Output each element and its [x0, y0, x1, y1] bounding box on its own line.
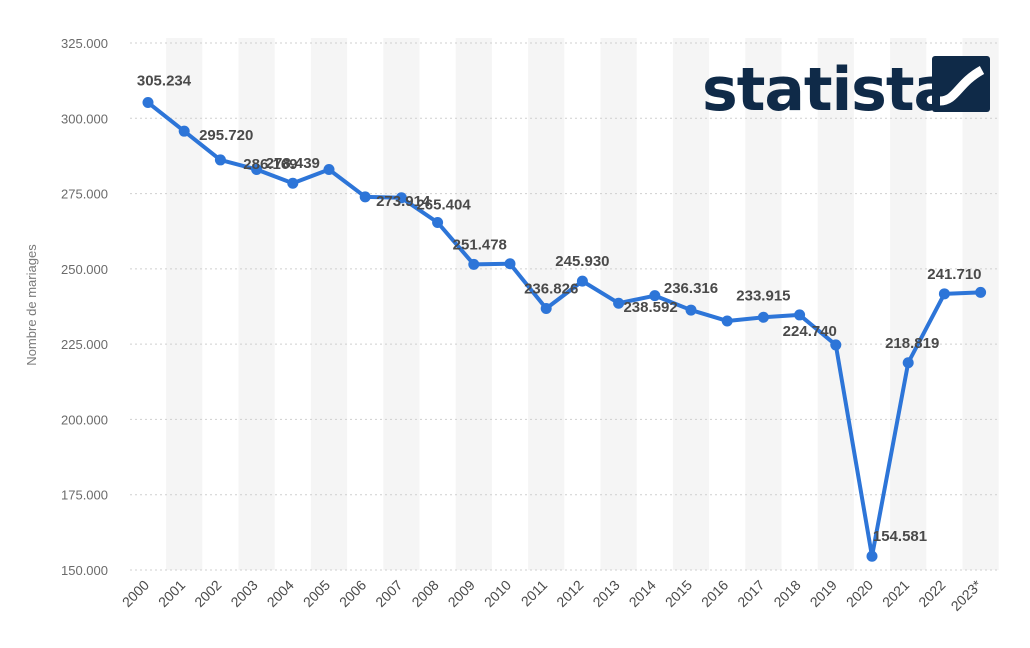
data-label: 236.826	[524, 281, 578, 298]
y-axis-ticks: 150.000 175.000 200.000 225.000 250.000 275.0…	[61, 36, 108, 578]
data-point[interactable]	[432, 216, 444, 228]
y-tick-label: 150.000	[61, 563, 108, 578]
x-tick-label: 2006	[336, 577, 369, 610]
x-tick-label: 2012	[553, 577, 586, 610]
data-point[interactable]	[685, 304, 697, 316]
data-label: 245.930	[555, 253, 609, 270]
data-label: 236.316	[664, 280, 718, 297]
statista-logo-icon	[932, 56, 990, 112]
data-label: 251.478	[453, 236, 507, 253]
x-tick-label: 2001	[155, 577, 188, 610]
data-point[interactable]	[649, 290, 661, 302]
background-band	[745, 38, 782, 570]
data-point[interactable]	[830, 339, 842, 351]
background-bands	[166, 38, 999, 570]
data-point[interactable]	[902, 357, 914, 369]
x-tick-label: 2004	[264, 577, 297, 610]
data-point[interactable]	[214, 154, 226, 166]
data-point[interactable]	[395, 192, 407, 204]
x-tick-label: 2017	[734, 577, 767, 610]
x-tick-label: 2009	[445, 577, 478, 610]
data-point[interactable]	[576, 275, 588, 287]
x-tick-label: 2010	[481, 577, 514, 610]
data-label: 233.915	[736, 287, 790, 304]
data-point[interactable]	[359, 191, 371, 203]
x-tick-label: 2014	[626, 577, 659, 610]
data-label: 273.914	[376, 193, 431, 210]
data-point[interactable]	[504, 258, 516, 270]
data-point[interactable]	[287, 177, 299, 189]
data-point[interactable]	[540, 303, 552, 315]
data-point[interactable]	[794, 309, 806, 321]
background-band	[383, 38, 420, 570]
x-tick-label: 2013	[589, 577, 622, 610]
background-band	[890, 38, 927, 570]
y-tick-label: 300.000	[61, 111, 108, 126]
x-tick-label: 2003	[227, 577, 260, 610]
data-label: 278.439	[266, 155, 320, 172]
data-label: 224.740	[783, 323, 837, 340]
x-tick-label: 2015	[662, 577, 695, 610]
data-point[interactable]	[975, 286, 987, 298]
statista-logo-text: statista	[702, 55, 953, 125]
y-tick-label: 200.000	[61, 412, 108, 427]
y-tick-label: 250.000	[61, 262, 108, 277]
data-point[interactable]	[178, 125, 190, 137]
y-axis-title: Nombre de mariages	[24, 244, 39, 366]
x-tick-label: 2019	[807, 577, 840, 610]
data-point[interactable]	[613, 297, 625, 309]
data-label: 286.169	[243, 156, 297, 173]
background-band	[962, 38, 999, 570]
data-label: 241.710	[927, 266, 981, 283]
background-band	[310, 38, 348, 570]
data-point[interactable]	[757, 311, 769, 323]
x-tick-label: 2011	[518, 577, 551, 610]
x-tick-label: 2005	[300, 577, 333, 610]
data-point[interactable]	[142, 97, 154, 109]
data-label: 305.234	[137, 73, 192, 90]
x-tick-label: 2021	[879, 577, 912, 610]
data-point[interactable]	[251, 163, 263, 175]
x-tick-label: 2007	[372, 577, 405, 610]
data-label: 295.720	[199, 127, 253, 144]
x-axis-ticks: 2000 2001 2002 2003 2004 2005 2006 2007 2008 2009…	[119, 576, 985, 614]
x-tick-label: 2016	[698, 577, 731, 610]
background-band	[238, 38, 275, 570]
x-tick-label: 2000	[119, 577, 152, 610]
x-tick-label: 2022	[915, 577, 948, 610]
statista-logo: statista	[702, 55, 990, 125]
y-tick-label: 275.000	[61, 187, 108, 202]
y-tick-label: 325.000	[61, 36, 108, 51]
x-tick-label: 2023*	[948, 576, 986, 614]
data-point[interactable]	[938, 288, 950, 300]
series-line	[146, 100, 983, 559]
data-label: 218.819	[885, 335, 939, 352]
x-tick-label: 2002	[191, 577, 224, 610]
data-point[interactable]	[468, 258, 480, 270]
x-tick-label: 2018	[770, 577, 803, 610]
data-point[interactable]	[721, 315, 733, 327]
y-tick-label: 175.000	[61, 488, 108, 503]
y-tick-label: 225.000	[61, 337, 108, 352]
x-tick-label: 2020	[843, 577, 876, 610]
x-tick-label: 2008	[408, 577, 441, 610]
data-label: 238.592	[623, 299, 677, 316]
background-band	[817, 38, 854, 570]
series-line-group	[142, 97, 987, 562]
data-point[interactable]	[866, 550, 878, 562]
data-label: 154.581	[873, 528, 927, 545]
data-label: 265.404	[416, 196, 471, 213]
data-point[interactable]	[323, 163, 335, 175]
background-band	[455, 38, 492, 570]
grid-lines	[130, 42, 1000, 571]
